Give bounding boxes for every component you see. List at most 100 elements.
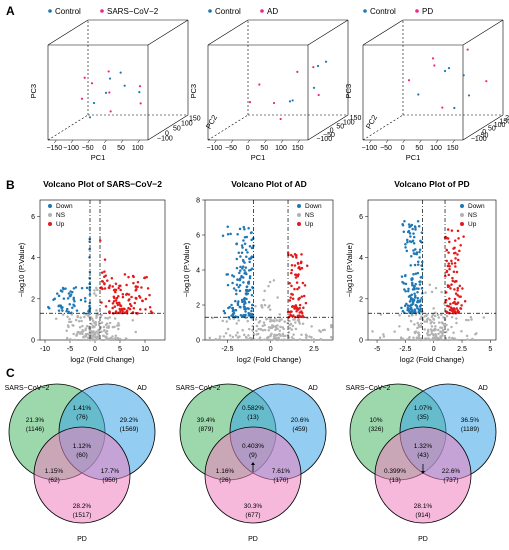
ns-point — [276, 296, 279, 299]
ns-point — [74, 318, 78, 322]
box-edge — [462, 19, 504, 46]
ns-point — [275, 319, 279, 322]
down-point — [244, 266, 248, 269]
ns-point — [95, 316, 98, 319]
up-point — [127, 293, 131, 296]
ns-point — [418, 317, 422, 321]
legend-marker-control — [208, 9, 212, 13]
ns-point — [450, 325, 453, 329]
ns-point — [261, 306, 264, 309]
ns-point — [290, 328, 294, 331]
ns-point — [417, 336, 421, 339]
down-point — [234, 299, 237, 303]
ns-point — [371, 330, 374, 333]
down-point — [226, 225, 229, 229]
legend-label: NS — [468, 212, 478, 219]
pca-point-control — [92, 101, 96, 105]
ns-point — [424, 337, 427, 340]
up-point — [450, 229, 454, 232]
down-point — [402, 311, 406, 315]
up-point — [112, 299, 116, 303]
ns-point — [424, 291, 427, 294]
ns-point — [111, 335, 114, 338]
y-tick-label: 50 — [173, 126, 181, 133]
ns-point — [482, 316, 486, 319]
x-tick — [280, 139, 284, 144]
down-point — [405, 302, 408, 306]
down-point — [243, 296, 246, 300]
ns-point — [100, 321, 104, 324]
ns-point — [445, 323, 448, 327]
ns-point — [94, 323, 98, 327]
ns-point — [294, 321, 297, 324]
y-axis-label: PC2 — [364, 113, 379, 130]
ns-point — [407, 337, 411, 340]
volcano-title: Volcano Plot of AD — [231, 179, 307, 189]
pca-point-control — [453, 106, 456, 110]
legend-label: NS — [305, 212, 315, 219]
ns-point — [96, 288, 99, 292]
ns-point — [471, 337, 474, 341]
pca-point-case — [279, 117, 282, 121]
pca-point-case — [441, 106, 444, 109]
x-tick — [385, 139, 389, 144]
down-point — [236, 278, 239, 281]
ns-point — [431, 313, 435, 317]
x-tick-label: −50 — [380, 145, 392, 152]
legend-label-case: PD — [422, 7, 433, 16]
down-point — [236, 315, 240, 319]
ns-point — [419, 324, 423, 328]
up-point — [128, 302, 132, 306]
ns-point — [413, 323, 416, 326]
down-point — [414, 248, 417, 251]
ns-point — [257, 327, 260, 331]
down-point — [79, 298, 83, 302]
ns-point — [293, 318, 296, 321]
x-tick-label: 100 — [430, 145, 442, 152]
up-point — [451, 279, 454, 283]
up-point — [456, 289, 459, 292]
up-point — [117, 294, 120, 298]
down-point — [417, 224, 421, 228]
down-point — [415, 252, 419, 256]
up-point — [148, 293, 151, 297]
y-tick-label: 100 — [181, 121, 193, 128]
x-tick — [435, 139, 439, 144]
up-point — [125, 309, 129, 312]
up-point — [293, 307, 296, 310]
x-tick — [137, 139, 140, 144]
x-tick — [230, 139, 234, 144]
ns-point — [237, 338, 240, 342]
up-point — [289, 313, 292, 316]
down-point — [243, 261, 246, 264]
ns-point — [108, 321, 112, 325]
pca-point-case — [80, 97, 84, 100]
ns-point — [244, 335, 248, 339]
down-point — [59, 304, 63, 307]
down-point — [48, 307, 51, 310]
down-point — [403, 304, 407, 308]
down-point — [66, 297, 70, 300]
x-tick-label: −100 — [63, 145, 79, 152]
y-tick-label: 0 — [31, 338, 35, 345]
down-point — [237, 285, 240, 289]
up-point — [297, 297, 300, 301]
down-point — [420, 296, 423, 300]
down-point — [400, 306, 403, 310]
down-point — [402, 230, 406, 234]
ns-point — [269, 317, 272, 321]
box-edge — [147, 114, 189, 141]
down-point — [414, 272, 418, 276]
ns-point — [263, 289, 266, 293]
up-point — [454, 311, 457, 314]
down-point — [412, 249, 415, 252]
ns-point — [470, 318, 473, 321]
ns-point — [437, 328, 440, 332]
ns-point — [442, 316, 445, 319]
down-point — [419, 239, 422, 243]
venn-region-ad_pd-count: (950) — [102, 477, 117, 484]
y-tick-label: −50 — [323, 132, 335, 139]
up-point — [108, 286, 111, 290]
down-point — [243, 228, 246, 231]
down-point — [60, 307, 63, 310]
